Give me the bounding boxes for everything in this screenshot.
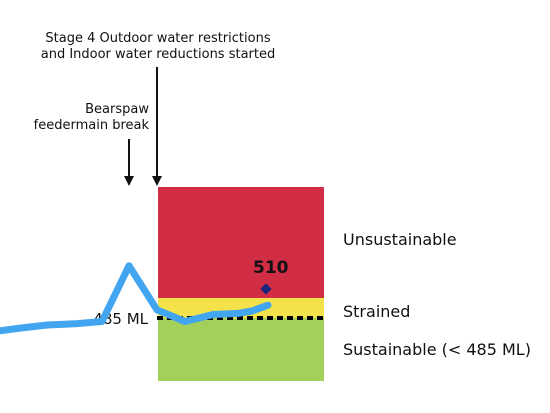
current-value-label: 510: [253, 258, 289, 278]
strained-zone: [158, 298, 324, 318]
zone-label-strained: Strained: [343, 302, 410, 321]
zone-label-sustainable: Sustainable (< 485 ML): [343, 340, 531, 359]
annotation-bearspaw-arrowhead: [124, 176, 134, 186]
annotation-stage4-line-1: Stage 4 Outdoor water restrictions: [45, 31, 270, 46]
annotation-bearspaw-line-1: Bearspaw: [85, 102, 149, 117]
zone-label-unsustainable: Unsustainable: [343, 230, 457, 249]
sustainable-zone: [158, 318, 324, 381]
annotation-stage4-arrowhead: [152, 176, 162, 186]
series-line: [0, 262, 272, 335]
annotation-stage4-line-2: and Indoor water reductions started: [41, 47, 276, 62]
unsustainable-zone: [158, 187, 324, 298]
annotation-bearspaw-line-2: feedermain break: [34, 118, 150, 133]
current-value-marker: [260, 283, 272, 295]
